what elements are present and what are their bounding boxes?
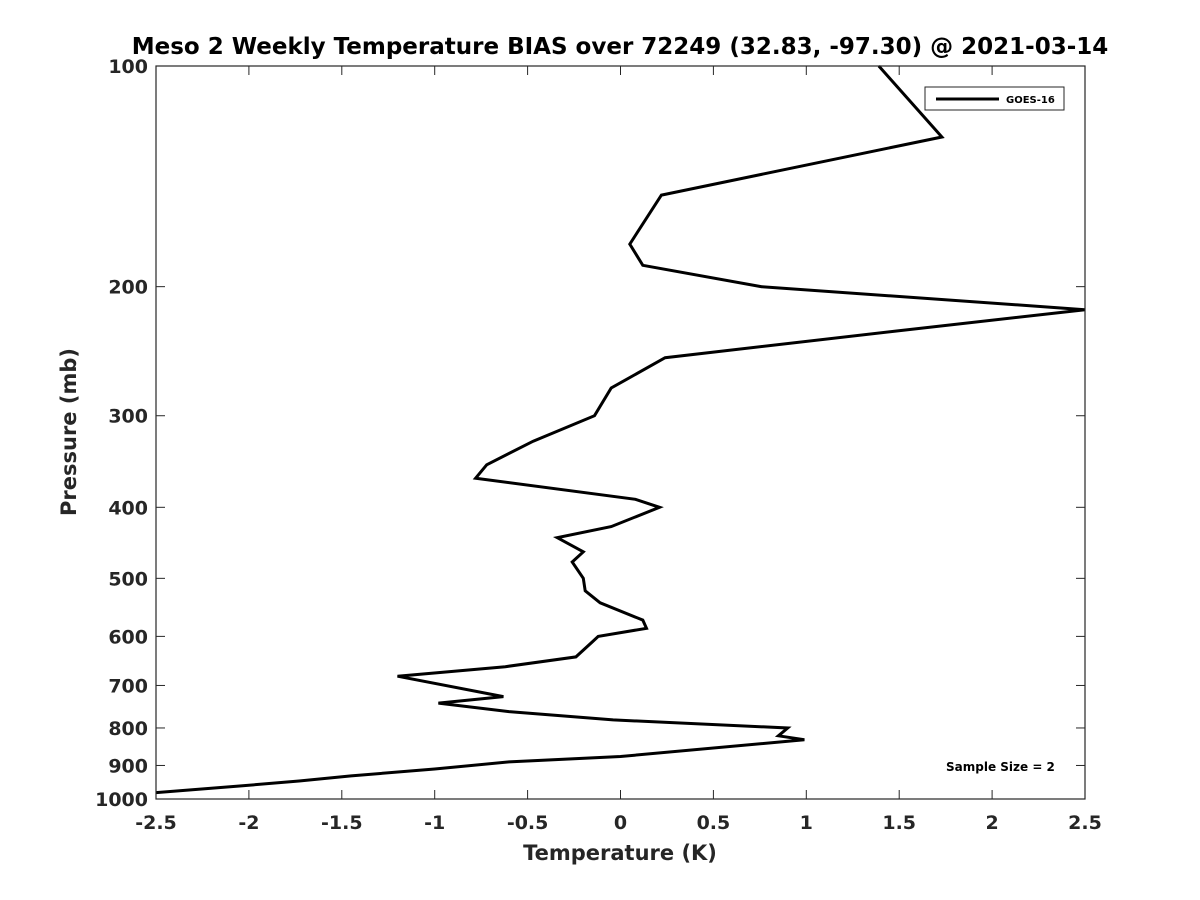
x-tick-label: -2 (238, 812, 259, 834)
legend: GOES-16 (924, 86, 1065, 111)
x-tick-label: 0 (614, 812, 627, 834)
plot-area (156, 66, 1085, 799)
x-axis-label: Temperature (K) (523, 841, 717, 865)
y-tick-label: 200 (108, 277, 148, 299)
y-tick-label: 1000 (95, 789, 148, 811)
x-tick-label: -1 (424, 812, 445, 834)
x-tick-label: 2.5 (1068, 812, 1102, 834)
y-tick-label: 900 (108, 755, 148, 777)
x-tick-label: -2.5 (135, 812, 177, 834)
axis-ticks: -2.5 -2 -1.5 -1 -0.5 0 0.5 1 1.5 2 2.5 100 200 300 400… (95, 56, 1102, 834)
plot-frame (155, 65, 1086, 800)
x-tick-label: -1.5 (321, 812, 363, 834)
y-tick-label: 600 (108, 626, 148, 648)
x-tick-label: 1.5 (882, 812, 916, 834)
series-layer (155, 65, 1086, 795)
sample-size-annotation: Sample Size = 2 (946, 760, 1055, 774)
x-tick-label: 0.5 (697, 812, 731, 834)
series-line-goes-16 (155, 65, 1086, 795)
y-tick-label: 700 (108, 675, 148, 697)
x-tick-label: 2 (985, 812, 998, 834)
legend-entry-goes-16: GOES-16 (1006, 95, 1055, 106)
y-tick-label: 300 (108, 406, 148, 428)
y-axis-label: Pressure (mb) (57, 348, 81, 516)
x-tick-label: 1 (800, 812, 813, 834)
y-tick-label: 400 (108, 497, 148, 519)
y-tick-label: 800 (108, 718, 148, 740)
chart-title: Meso 2 Weekly Temperature BIAS over 7224… (132, 34, 1109, 60)
x-tick-label: -0.5 (507, 812, 549, 834)
y-tick-label: 100 (108, 56, 148, 78)
y-tick-label: 500 (108, 568, 148, 590)
